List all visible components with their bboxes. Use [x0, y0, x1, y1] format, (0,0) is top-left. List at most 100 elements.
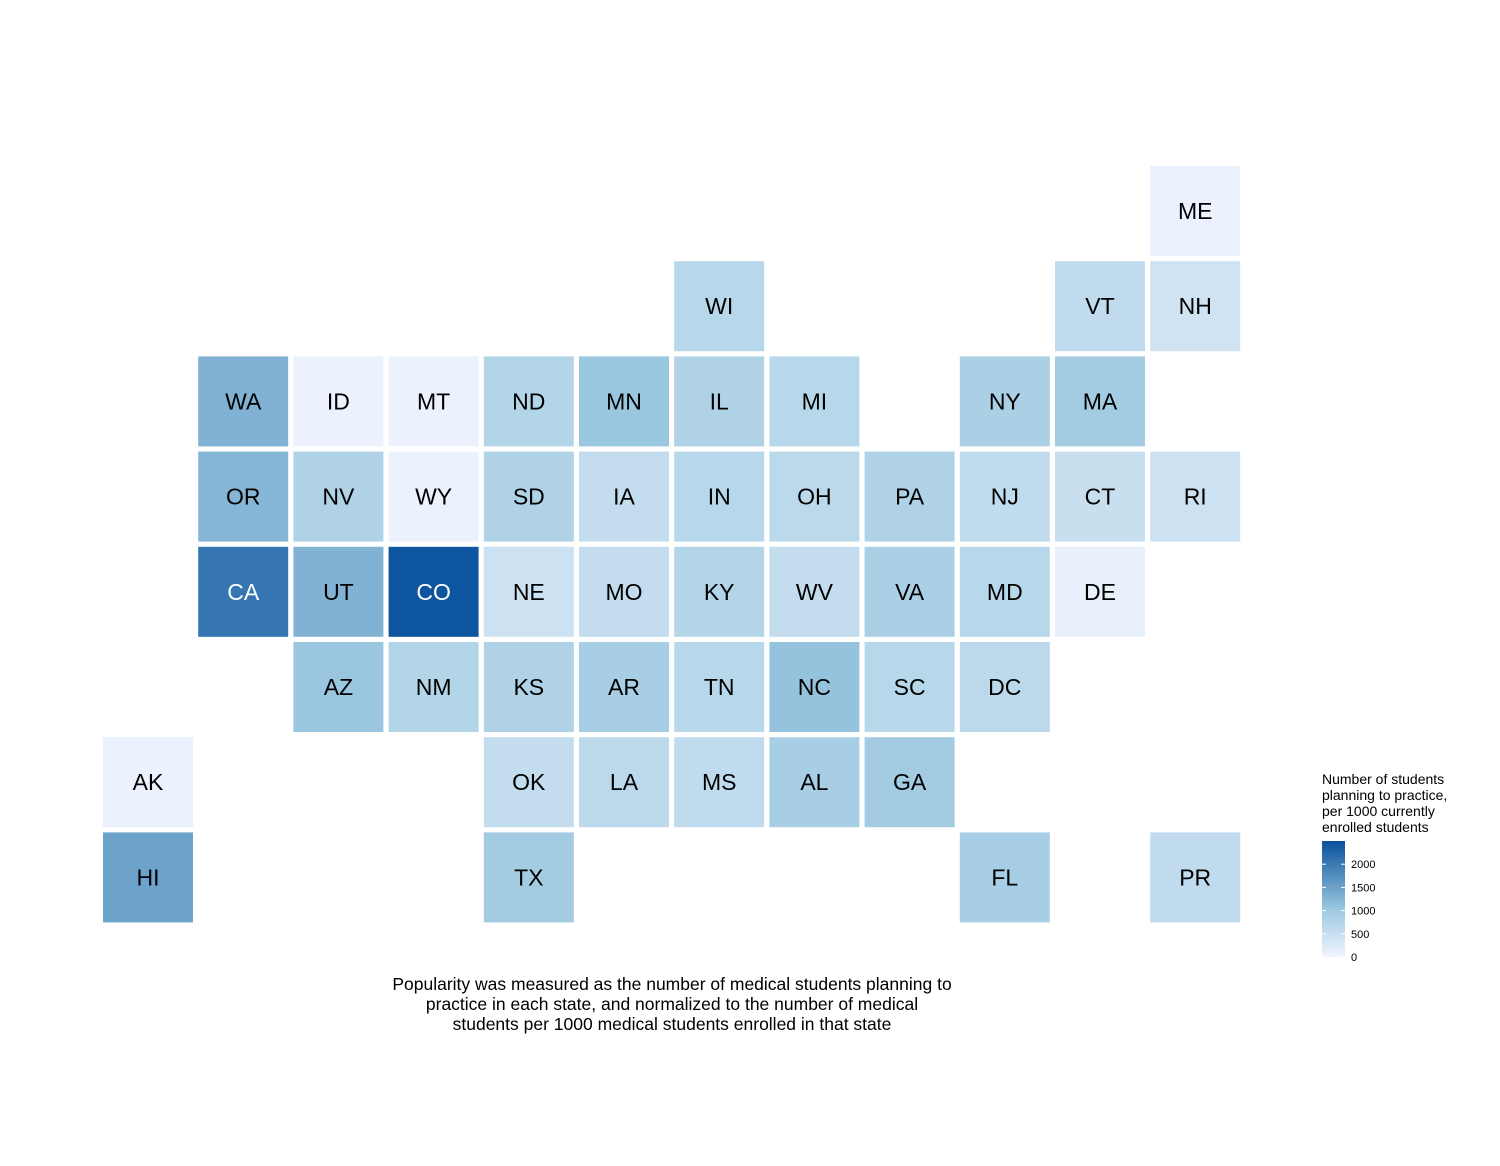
state-tile-rect-ok	[483, 737, 574, 828]
state-tile-id: ID	[293, 356, 384, 447]
state-tile-az: AZ	[293, 642, 384, 732]
state-tile-pr: PR	[1150, 832, 1241, 923]
state-label-ri: RI	[1184, 484, 1207, 510]
state-label-pr: PR	[1179, 864, 1211, 890]
state-tile-nv: NV	[293, 451, 384, 542]
state-label-ne: NE	[513, 579, 545, 605]
state-tile-hi: HI	[103, 832, 193, 923]
state-tile-la: LA	[579, 737, 669, 828]
state-tile-rect-in	[674, 451, 765, 542]
state-label-il: IL	[710, 388, 729, 414]
state-tile-wi: WI	[674, 261, 765, 352]
state-tile-nh: NH	[1150, 261, 1241, 352]
state-tile-rect-hi	[103, 832, 193, 923]
state-label-ct: CT	[1085, 484, 1116, 510]
state-tile-rect-ia	[579, 451, 669, 542]
state-tile-rect-mt	[388, 356, 479, 447]
state-label-me: ME	[1178, 198, 1213, 224]
legend-ticks: 0 500 1000 1500 2000	[1322, 859, 1375, 964]
legend-tick-label-1000: 1000	[1351, 906, 1375, 918]
legend-title-line-1: Number of students	[1322, 771, 1444, 787]
state-tile-rect-ar	[579, 642, 669, 732]
caption-line-1: Popularity was measured as the number of…	[392, 974, 952, 994]
state-label-va: VA	[895, 579, 925, 605]
state-label-nd: ND	[512, 388, 545, 414]
state-tile-rect-ct	[1055, 451, 1145, 542]
state-tile-rect-nd	[483, 356, 574, 447]
state-tile-ri: RI	[1150, 451, 1241, 542]
state-tile-ok: OK	[483, 737, 574, 828]
state-tile-rect-oh	[769, 451, 860, 542]
state-tile-rect-ne	[483, 546, 574, 637]
state-tile-rect-mi	[769, 356, 860, 447]
legend-title-line-2: planning to practice,	[1322, 787, 1447, 803]
state-label-de: DE	[1084, 579, 1116, 605]
state-tile-ia: IA	[579, 451, 669, 542]
state-tile-wa: WA	[198, 356, 289, 447]
state-label-tx: TX	[514, 864, 543, 890]
state-tile-rect-nh	[1150, 261, 1241, 352]
state-label-mo: MO	[605, 579, 642, 605]
state-tile-mn: MN	[579, 356, 669, 447]
state-tile-fl: FL	[959, 832, 1050, 923]
state-label-ia: IA	[613, 484, 635, 510]
state-label-ny: NY	[989, 388, 1021, 414]
state-label-sd: SD	[513, 484, 545, 510]
state-label-ms: MS	[702, 769, 737, 795]
state-label-oh: OH	[797, 484, 832, 510]
state-label-tn: TN	[704, 674, 735, 700]
state-tile-rect-pa	[864, 451, 955, 542]
state-tile-rect-vt	[1055, 261, 1145, 352]
state-tile-wy: WY	[388, 451, 479, 542]
state-tile-rect-wv	[769, 546, 860, 637]
state-label-ar: AR	[608, 674, 640, 700]
state-label-az: AZ	[324, 674, 353, 700]
state-tile-in: IN	[674, 451, 765, 542]
state-label-al: AL	[800, 769, 828, 795]
state-tile-ar: AR	[579, 642, 669, 732]
state-label-ok: OK	[512, 769, 546, 795]
state-tile-co: CO	[388, 546, 479, 637]
state-label-wa: WA	[225, 388, 262, 414]
state-label-wv: WV	[796, 579, 834, 605]
state-tile-mi: MI	[769, 356, 860, 447]
chart-caption: Popularity was measured as the number of…	[372, 974, 972, 1034]
state-label-ks: KS	[513, 674, 544, 700]
state-label-ga: GA	[893, 769, 927, 795]
state-label-md: MD	[987, 579, 1023, 605]
state-label-nm: NM	[416, 674, 452, 700]
state-tile-rect-de	[1055, 546, 1145, 637]
state-tile-rect-dc	[959, 642, 1050, 732]
state-label-ak: AK	[133, 769, 164, 795]
state-tile-de: DE	[1055, 546, 1145, 637]
state-tile-ak: AK	[103, 737, 193, 828]
state-label-wi: WI	[705, 293, 733, 319]
state-tile-rect-tn	[674, 642, 765, 732]
state-tile-pa: PA	[864, 451, 955, 542]
state-tile-nj: NJ	[959, 451, 1050, 542]
state-tile-rect-md	[959, 546, 1050, 637]
state-label-sc: SC	[894, 674, 926, 700]
state-tile-me: ME	[1150, 166, 1241, 256]
caption-line-2: practice in each state, and normalized t…	[425, 994, 919, 1014]
state-label-pa: PA	[895, 484, 925, 510]
state-tile-rect-nm	[388, 642, 479, 732]
state-tiles: ME WI VT NH WA ID MT ND MN IL MI NY MA OR NV WY SD IA IN OH…	[103, 166, 1241, 923]
color-legend: Number of students planning to practice,…	[1322, 771, 1447, 964]
state-tile-rect-wi	[674, 261, 765, 352]
state-label-co: CO	[416, 579, 451, 605]
state-tile-mt: MT	[388, 356, 479, 447]
state-tile-dc: DC	[959, 642, 1050, 732]
state-tile-ne: NE	[483, 546, 574, 637]
state-tile-rect-sd	[483, 451, 574, 542]
state-label-hi: HI	[137, 864, 160, 890]
state-label-mi: MI	[802, 388, 828, 414]
state-label-fl: FL	[991, 864, 1018, 890]
legend-title-line-4: enrolled students	[1322, 819, 1429, 835]
state-tile-rect-al	[769, 737, 860, 828]
state-tile-tx: TX	[483, 832, 574, 923]
state-label-vt: VT	[1085, 293, 1114, 319]
state-label-ma: MA	[1083, 388, 1118, 414]
state-label-nc: NC	[798, 674, 831, 700]
state-tile-nd: ND	[483, 356, 574, 447]
